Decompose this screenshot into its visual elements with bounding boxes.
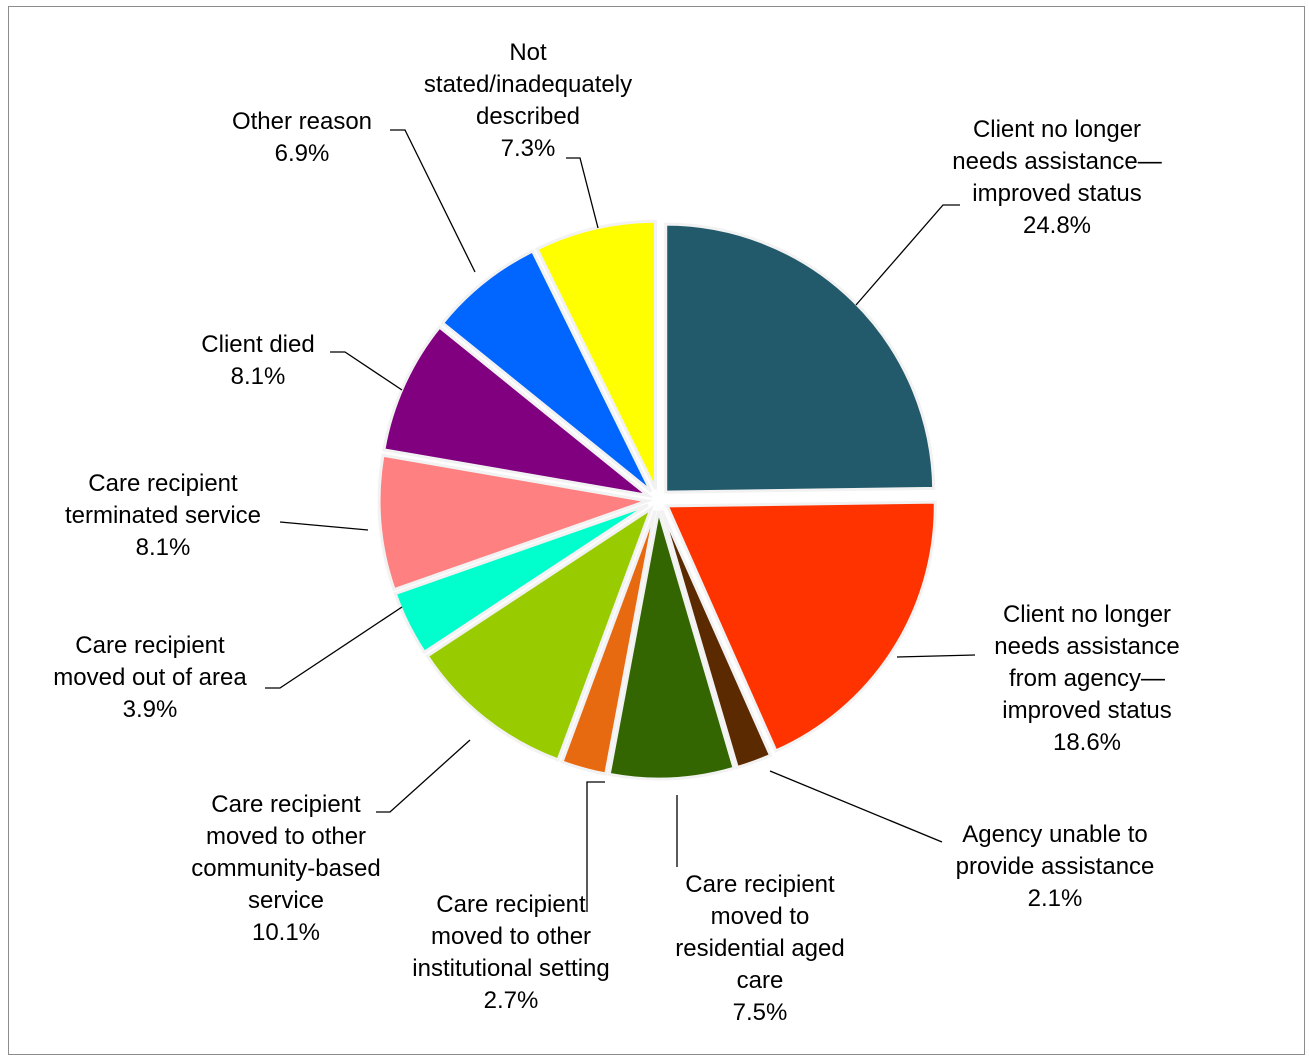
slice-label-care-recipient-moved-to-other-community-based-service: Care recipient moved to other community-ba…	[191, 791, 380, 946]
slice-name-line: institutional setting	[412, 955, 609, 982]
slice-label-client-no-longer-needs-assistance-improved-status: Client no longer needs assistance— improve…	[952, 116, 1161, 239]
slice-value-label: 3.9%	[123, 696, 178, 723]
slice-value-label: 8.1%	[136, 534, 191, 561]
pie-slice-care-recipient-moved-out-of-area	[393, 503, 649, 655]
slice-value-label: 24.8%	[1023, 212, 1091, 239]
slice-label-other-reason: Other reason 6.9%	[232, 108, 372, 167]
slice-name-line: Care recipient	[211, 791, 361, 818]
slice-label-client-died: Client died 8.1%	[201, 331, 314, 390]
slice-name-line: service	[248, 887, 324, 914]
slice-name-line: improved status	[1002, 697, 1171, 724]
slice-value-label: 2.1%	[1028, 885, 1083, 912]
slice-name-line: care	[737, 967, 784, 994]
slice-name-line: Not	[509, 39, 547, 66]
leader-line-client-no-longer-needs-assistance-from-agency-improved-status	[896, 654, 976, 658]
slice-labels: Client no longer needs assistance— improve…	[53, 39, 1179, 1026]
slice-label-client-no-longer-needs-assistance-from-agency-improved-status: Client no longer needs assistance from age…	[994, 601, 1179, 756]
slice-name-line: improved status	[972, 180, 1141, 207]
leader-lines	[265, 129, 976, 912]
leader-line-care-recipient-moved-out-of-area	[265, 606, 403, 689]
pie-slice-client-no-longer-needs-assistance-improved-status	[664, 222, 936, 494]
pie-slice-other-reason	[440, 249, 653, 493]
slice-name-line: Client no longer	[1003, 601, 1171, 628]
slice-label-not-stated-inadequately-described: Not stated/inadequately described 7.3%	[424, 39, 632, 162]
pie-slice-care-recipient-moved-to-other-institutional-setting	[560, 510, 657, 776]
slice-value-label: 18.6%	[1053, 729, 1121, 756]
leader-line-other-reason	[390, 129, 476, 273]
pie-slice-agency-unable-to-provide-assistance	[660, 509, 773, 770]
pie-slice-care-recipient-terminated-service	[377, 453, 653, 592]
slice-value-label: 6.9%	[275, 140, 330, 167]
slice-name-line: stated/inadequately	[424, 71, 632, 98]
slice-name-line: community-based	[191, 855, 380, 882]
pie-slices	[377, 219, 937, 781]
slice-name-line: moved out of area	[53, 664, 247, 691]
leader-line-agency-unable-to-provide-assistance	[769, 770, 943, 843]
slice-name-line: Care recipient	[685, 871, 835, 898]
leader-line-client-died	[330, 351, 403, 391]
pie-slice-client-no-longer-needs-assistance-from-agency-improved-status	[664, 500, 937, 753]
slice-label-care-recipient-moved-to-residential-aged-care: Care recipient moved to residential aged ca…	[675, 871, 844, 1026]
slice-label-care-recipient-moved-out-of-area: Care recipient moved out of area 3.9%	[53, 632, 247, 723]
slice-name-line: Client died	[201, 331, 314, 358]
slice-label-agency-unable-to-provide-assistance: Agency unable to provide assistance 2.1%	[956, 821, 1155, 912]
leader-line-client-no-longer-needs-assistance-improved-status	[855, 204, 960, 306]
slice-name-line: moved to other	[206, 823, 366, 850]
slice-name-line: terminated service	[65, 502, 261, 529]
leader-line-not-stated-inadequately-described	[566, 157, 599, 229]
pie-slice-care-recipient-moved-to-other-community-based-service	[425, 504, 655, 762]
slice-name-line: Client no longer	[973, 116, 1141, 143]
leader-line-care-recipient-terminated-service	[279, 521, 369, 531]
pie-slice-care-recipient-moved-to-residential-aged-care	[607, 510, 736, 781]
slice-name-line: needs assistance—	[952, 148, 1161, 175]
pie-slice-client-died	[382, 324, 654, 498]
slice-name-line: residential aged	[675, 935, 844, 962]
slice-value-label: 7.3%	[501, 135, 556, 162]
leader-line-care-recipient-moved-to-other-community-based-service	[376, 739, 471, 813]
slice-name-line: Care recipient	[88, 470, 238, 497]
slice-name-line: Agency unable to	[962, 821, 1147, 848]
slice-name-line: from agency—	[1009, 665, 1165, 692]
slice-name-line: needs assistance	[994, 633, 1179, 660]
pie-slice-not-stated-inadequately-described	[534, 219, 658, 490]
slice-name-line: moved to other	[431, 923, 591, 950]
slice-name-line: Care recipient	[75, 632, 225, 659]
slice-label-care-recipient-moved-to-other-institutional-setting: Care recipient moved to other institutiona…	[412, 891, 609, 1014]
slice-name-line: Care recipient	[436, 891, 586, 918]
slice-name-line: Other reason	[232, 108, 372, 135]
slice-name-line: described	[476, 103, 580, 130]
slice-value-label: 10.1%	[252, 919, 320, 946]
slice-value-label: 2.7%	[484, 987, 539, 1014]
slice-value-label: 8.1%	[231, 363, 286, 390]
leader-line-care-recipient-moved-to-other-institutional-setting	[586, 781, 605, 912]
slice-name-line: provide assistance	[956, 853, 1155, 880]
slice-value-label: 7.5%	[733, 999, 788, 1026]
slice-label-care-recipient-terminated-service: Care recipient terminated service 8.1%	[65, 470, 261, 561]
slice-name-line: moved to	[711, 903, 810, 930]
